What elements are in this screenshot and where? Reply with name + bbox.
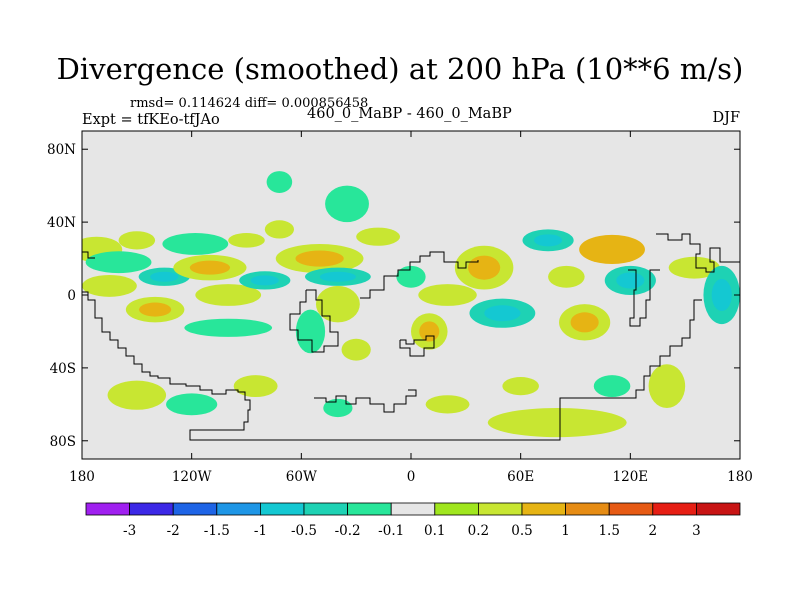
divergence-core	[150, 271, 179, 282]
colorbar-swatch	[434, 502, 479, 516]
colorbar-label: 1.5	[598, 523, 619, 539]
colorbar-label: -0.5	[291, 523, 317, 539]
divergence-core	[295, 250, 344, 267]
plot-title: Divergence (smoothed) at 200 hPa (10**6 …	[56, 52, 744, 86]
colorbar-label: -1	[254, 523, 267, 539]
colorbar-label: -0.2	[335, 523, 361, 539]
divergence-core	[616, 272, 645, 289]
axis-ticks: 80N 40N 0 40S 80S 180 120W 60W 0 60E 120E 180	[47, 131, 753, 485]
divergence-cell	[325, 185, 369, 223]
lat-tick-label: 40N	[47, 215, 76, 231]
divergence-core	[484, 305, 521, 322]
colorbar-label: 0.2	[468, 523, 489, 539]
lon-tick-label: 180	[727, 469, 753, 485]
divergence-cell	[107, 380, 167, 410]
divergence-cell	[668, 256, 720, 279]
divergence-cell	[184, 318, 273, 337]
divergence-core	[570, 312, 599, 333]
colorbar-swatch	[696, 502, 741, 516]
colorbar-swatch	[521, 502, 566, 516]
divergence-core	[593, 241, 631, 258]
colorbar-swatch	[347, 502, 392, 516]
colorbar-swatch	[303, 502, 348, 516]
colorbar-swatch	[172, 502, 218, 516]
lat-tick-label: 80S	[50, 434, 76, 450]
stats-label: rmsd= 0.114624 diff= 0.000856458	[130, 96, 369, 111]
colorbar-swatch	[652, 502, 697, 516]
colorbar-label: 0.5	[511, 523, 532, 539]
colorbar-swatch	[259, 502, 305, 516]
divergence-cell	[228, 233, 265, 248]
lat-tick-label: 0	[67, 288, 76, 304]
divergence-cell	[233, 375, 278, 398]
divergence-cell	[162, 233, 229, 255]
divergence-cell	[548, 265, 585, 288]
lon-tick-label: 60E	[507, 469, 534, 485]
season-label: DJF	[712, 110, 741, 126]
divergence-cell	[502, 377, 539, 396]
divergence-cell	[341, 338, 371, 361]
colorbar-label: 1	[561, 523, 570, 539]
lon-tick-label: 60W	[286, 469, 317, 485]
divergence-core	[419, 321, 440, 342]
lat-tick-label: 80N	[47, 142, 76, 158]
divergence-cell	[295, 309, 326, 354]
divergence-cell	[425, 395, 470, 414]
divergence-core	[189, 260, 231, 275]
colorbar-swatch	[608, 502, 654, 516]
coastline	[82, 233, 740, 441]
divergence-cell	[418, 284, 477, 306]
divergence-core	[319, 271, 356, 282]
colorbar-swatch	[565, 502, 610, 516]
divergence-cell	[82, 274, 137, 297]
colorbar-swatch	[216, 502, 261, 516]
divergence-field	[82, 171, 740, 438]
divergence-cell	[166, 393, 218, 416]
colorbar: -3 -2 -1.5 -1 -0.5 -0.2 -0.1 0.1 0.2 0.5 1 1.5 2 3	[85, 502, 741, 539]
colorbar-swatch	[129, 502, 174, 516]
divergence-core	[468, 255, 501, 280]
divergence-core	[534, 234, 563, 247]
colorbar-label: 3	[692, 523, 701, 539]
divergence-core	[711, 278, 732, 312]
colorbar-label: -0.1	[378, 523, 404, 539]
lon-tick-label: 180	[69, 469, 95, 485]
divergence-cell	[396, 265, 426, 288]
colorbar-label: -1.5	[204, 523, 230, 539]
colorbar-label: 0.1	[424, 523, 445, 539]
colorbar-label: -3	[123, 523, 136, 539]
divergence-cell	[487, 407, 627, 438]
lon-tick-label: 120E	[613, 469, 649, 485]
lon-tick-label: 120W	[172, 469, 212, 485]
divergence-cell	[315, 285, 360, 323]
divergence-core	[139, 302, 172, 317]
lon-tick-label: 0	[407, 469, 416, 485]
divergence-cell	[264, 220, 295, 239]
divergence-cell	[195, 284, 262, 306]
divergence-cell	[266, 171, 293, 193]
divergence-core	[250, 275, 279, 286]
divergence-cell	[85, 251, 152, 274]
lat-tick-label: 40S	[50, 361, 76, 377]
divergence-cell	[593, 375, 631, 398]
colorbar-swatch	[390, 502, 436, 516]
divergence-cell	[648, 364, 686, 408]
experiment-label: Expt = tfKEo-tfJAo	[82, 112, 220, 128]
divergence-cell	[356, 227, 401, 246]
divergence-cell	[323, 398, 353, 418]
divergence-cell	[118, 231, 156, 250]
colorbar-label: -2	[167, 523, 180, 539]
colorbar-swatch	[477, 502, 523, 516]
colorbar-label: 2	[649, 523, 658, 539]
case-label: 460_0_MaBP - 460_0_MaBP	[307, 106, 512, 122]
colorbar-swatch	[85, 502, 130, 516]
